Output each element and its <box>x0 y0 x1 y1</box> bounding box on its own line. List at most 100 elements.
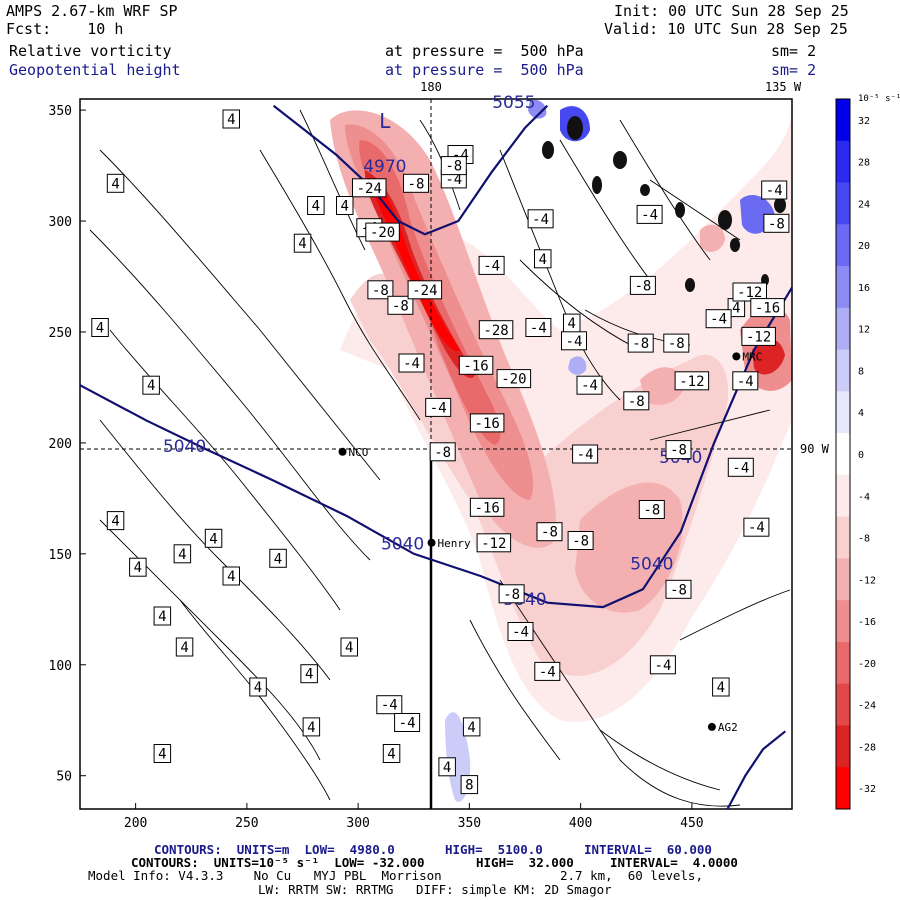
svg-text:-8: -8 <box>632 336 649 352</box>
svg-text:-8: -8 <box>392 298 409 314</box>
vorticity-contour-label: -8 <box>638 500 665 519</box>
svg-text:4: 4 <box>305 667 313 683</box>
svg-text:-8: -8 <box>372 283 389 299</box>
svg-text:4: 4 <box>387 747 395 763</box>
vorticity-contour-label: -8 <box>665 579 692 599</box>
colorbar-swatch <box>836 474 850 518</box>
station-marker: Henry <box>427 537 471 550</box>
svg-text:4: 4 <box>111 514 119 530</box>
colorbar-swatch <box>836 683 850 726</box>
smoothing-height: sm= 2 <box>771 61 817 79</box>
svg-text:4: 4 <box>307 720 315 736</box>
plot-frame <box>79 98 793 810</box>
footer-physics: LW: RRTM SW: RRTMG DIFF: simple KM: 2D S… <box>258 882 612 897</box>
stations: NCO Henry MRC AG2 <box>338 350 762 734</box>
vorticity-contour-label: -20 <box>365 222 400 242</box>
forecast-hour: Fcst: 10 h <box>6 20 124 38</box>
footer-height-interval: INTERVAL= 60.000 <box>584 842 712 857</box>
vorticity-contour-label: 8 <box>460 775 479 795</box>
x-tick-label: 400 <box>569 816 592 831</box>
svg-text:-8: -8 <box>434 445 451 461</box>
vorticity-contour-label: -28 <box>478 320 514 340</box>
vorticity-contour-label: 4 <box>534 249 552 269</box>
svg-text:4: 4 <box>227 112 235 128</box>
colorbar-level-label: -32 <box>858 784 876 795</box>
y-tick-label: 50 <box>56 770 72 785</box>
vorticity-contour-label: -8 <box>663 333 690 353</box>
svg-text:-8: -8 <box>408 176 425 192</box>
svg-text:-12: -12 <box>679 374 704 390</box>
colorbar-level-label: -20 <box>858 659 876 670</box>
footer-vort-high: HIGH= 32.000 <box>476 855 574 870</box>
svg-text:-12: -12 <box>746 329 771 345</box>
colorbar-level-label: 12 <box>858 325 870 336</box>
svg-text:-28: -28 <box>483 323 508 339</box>
vorticity-contour-label: 4 <box>712 677 730 697</box>
vorticity-contour-label: 4 <box>340 637 358 657</box>
pressure-level-height: at pressure = 500 hPa <box>385 61 584 79</box>
x-tick-label: 250 <box>235 816 258 831</box>
colorbar-swatch <box>836 182 850 225</box>
y-tick-label: 250 <box>49 326 72 341</box>
y-tick-label: 350 <box>49 104 72 119</box>
svg-text:4: 4 <box>178 547 186 563</box>
svg-text:Henry: Henry <box>438 537 471 550</box>
vorticity-contour-label: -8 <box>665 440 692 460</box>
svg-text:4: 4 <box>227 569 235 585</box>
colorbar-swatch <box>836 349 850 392</box>
svg-text:4: 4 <box>341 199 349 215</box>
svg-text:4: 4 <box>345 640 353 656</box>
svg-text:-8: -8 <box>670 443 687 459</box>
vorticity-contour-label: -16 <box>750 298 785 318</box>
colorbar-swatch <box>836 433 850 476</box>
field-title-height: Geopotential height <box>9 61 181 79</box>
svg-text:-8: -8 <box>634 278 651 294</box>
station-marker: MRC <box>732 350 762 363</box>
colorbar-level-label: 32 <box>858 116 870 127</box>
svg-text:4: 4 <box>443 760 451 776</box>
svg-text:-8: -8 <box>445 159 462 175</box>
svg-text:-20: -20 <box>370 225 395 241</box>
vorticity-contour-label: 4 <box>563 313 581 333</box>
footer-resolution: 2.7 km, 60 levels, <box>560 868 703 883</box>
vorticity-contour-label: 4 <box>382 744 401 763</box>
svg-text:-4: -4 <box>512 625 529 641</box>
svg-text:-12: -12 <box>737 285 762 301</box>
y-tick-label: 100 <box>49 659 72 674</box>
colorbar-swatch <box>836 516 850 559</box>
vorticity-contour-label: -8 <box>763 213 790 233</box>
axes: 200 250 300 350 400 450 50 100 150 200 250 300 350 <box>49 104 704 831</box>
colorbar-swatch <box>836 140 850 184</box>
vorticity-contour-label: -4 <box>649 655 676 675</box>
vorticity-contour-label: 4 <box>173 544 192 564</box>
vorticity-contour-label: 4 <box>222 109 240 129</box>
init-time: Init: 00 UTC Sun 28 Sep 25 <box>614 2 849 20</box>
vorticity-contour-label: 4 <box>204 528 223 548</box>
svg-text:-4: -4 <box>566 334 583 350</box>
svg-text:-8: -8 <box>643 502 660 518</box>
vorticity-contour-label: -12 <box>476 533 512 553</box>
height-contour-label: 5055 <box>492 93 535 113</box>
colorbar-level-label: -16 <box>858 617 876 628</box>
height-contour-label: L <box>379 109 391 133</box>
vorticity-contour-label: -4 <box>507 622 534 641</box>
colorbar-level-label: 28 <box>858 158 870 169</box>
height-contour-label: 5040 <box>163 437 206 457</box>
vorticity-contour-label: -4 <box>534 661 561 681</box>
vorticity-contour-label: -8 <box>429 442 456 462</box>
vorticity-contour-label: -4 <box>478 255 505 275</box>
svg-text:-8: -8 <box>668 336 685 352</box>
vorticity-contour-label: -8 <box>627 333 654 353</box>
colorbar-level-label: 4 <box>858 408 864 419</box>
svg-text:-4: -4 <box>399 715 416 731</box>
height-contour-label: 4970 <box>363 157 406 177</box>
svg-text:4: 4 <box>111 176 119 192</box>
colorbar-swatch <box>836 224 850 267</box>
height-contour-label: 5040 <box>381 534 424 554</box>
svg-text:4: 4 <box>209 531 217 547</box>
vorticity-contour-label: 4 <box>106 511 125 531</box>
colorbar-units: 10⁻⁵ s⁻¹ <box>858 94 900 104</box>
svg-text:4: 4 <box>312 199 320 215</box>
vorticity-contour-label: 4 <box>269 548 287 568</box>
